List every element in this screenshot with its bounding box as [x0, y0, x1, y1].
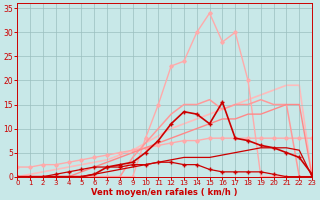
X-axis label: Vent moyen/en rafales ( km/h ): Vent moyen/en rafales ( km/h ) — [92, 188, 238, 197]
